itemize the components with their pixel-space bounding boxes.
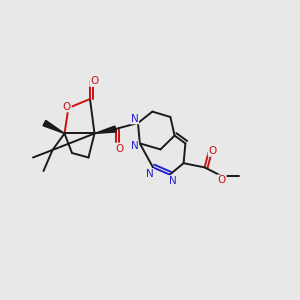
Text: N: N	[130, 141, 138, 152]
Text: N: N	[130, 113, 138, 124]
Text: N: N	[169, 176, 177, 186]
Text: O: O	[116, 143, 124, 154]
Text: O: O	[218, 175, 226, 185]
Polygon shape	[43, 120, 64, 134]
Polygon shape	[94, 126, 116, 134]
Text: O: O	[208, 146, 217, 156]
Text: N: N	[146, 169, 153, 179]
Text: O: O	[63, 101, 71, 112]
Text: O: O	[90, 76, 98, 86]
